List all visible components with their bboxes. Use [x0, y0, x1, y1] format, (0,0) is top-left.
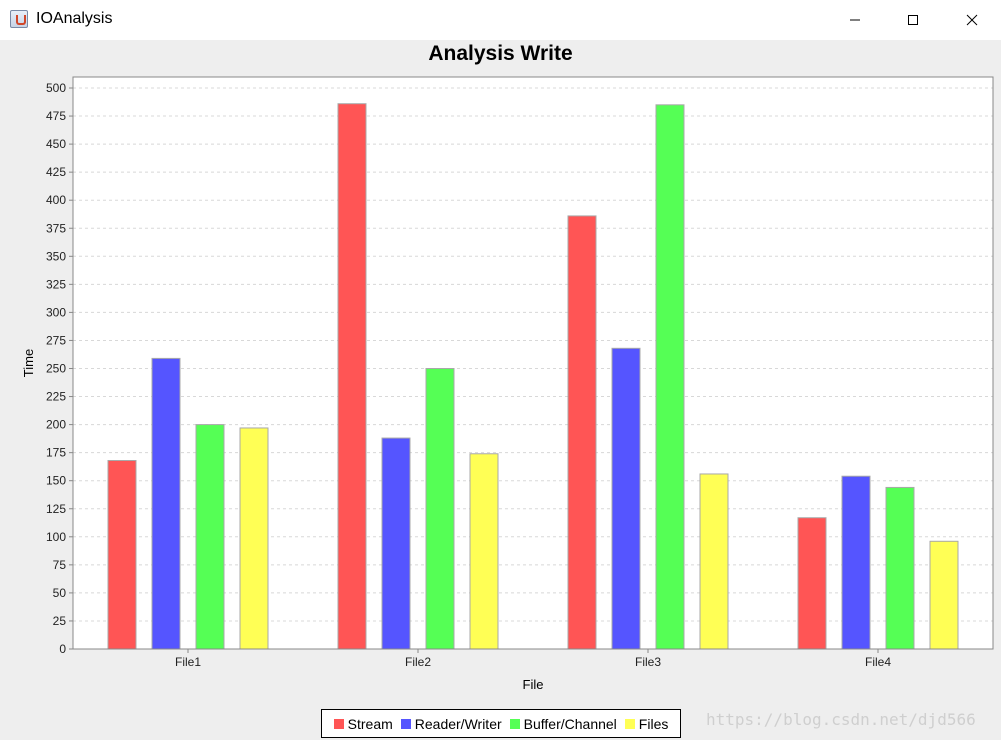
window-titlebar[interactable]: IOAnalysis: [0, 0, 1001, 40]
y-tick-label: 25: [53, 614, 67, 628]
plot-border: [72, 76, 994, 650]
bar-reader-writer-file2: [381, 437, 411, 650]
plot-area: [73, 77, 993, 649]
chart-title: Analysis Write: [428, 42, 573, 65]
legend-item: Stream: [333, 715, 393, 732]
legend-label: Reader/Writer: [414, 715, 502, 732]
maximize-icon: [908, 15, 918, 25]
y-tick-label: 175: [46, 446, 66, 460]
x-tick-label: File4: [865, 655, 891, 669]
bar-files-file3: [699, 473, 729, 650]
legend-swatch: [333, 718, 344, 729]
y-tick-label: 100: [46, 530, 66, 544]
y-tick-label: 425: [46, 165, 66, 179]
y-tick-label: 0: [59, 642, 66, 656]
y-tick-label: 325: [46, 277, 66, 291]
bar-reader-writer-file3: [611, 347, 641, 650]
bar-buffer-channel-file2: [425, 368, 455, 650]
bar-files-file2: [469, 453, 499, 650]
legend-label: Stream: [347, 715, 393, 732]
bar-files-file1: [239, 427, 269, 650]
bar-stream-file2: [337, 103, 367, 650]
bar-buffer-channel-file3: [655, 104, 685, 650]
y-tick-label: 150: [46, 474, 66, 488]
bar-stream-file3: [567, 215, 597, 650]
bar-files-file4: [929, 540, 959, 650]
x-tick-label: File2: [405, 655, 431, 669]
x-tick-label: File1: [175, 655, 201, 669]
legend-item: Files: [624, 715, 669, 732]
y-tick-label: 350: [46, 249, 66, 263]
y-tick-label: 125: [46, 502, 66, 516]
maximize-button[interactable]: [884, 0, 942, 40]
y-tick-label: 75: [53, 558, 67, 572]
y-axis-label: Time: [21, 349, 36, 377]
legend-label: Buffer/Channel: [523, 715, 617, 732]
legend-label: Files: [638, 715, 669, 732]
bar-reader-writer-file1: [151, 357, 181, 650]
y-tick-label: 275: [46, 333, 66, 347]
bar-buffer-channel-file4: [885, 486, 915, 650]
y-tick-label: 300: [46, 305, 66, 319]
y-tick-label: 225: [46, 390, 66, 404]
chart-legend: Stream Reader/Writer Buffer/Channel Files: [321, 709, 681, 738]
y-tick-label: 200: [46, 418, 66, 432]
y-tick-label: 375: [46, 221, 66, 235]
minimize-button[interactable]: [826, 0, 884, 40]
bar-stream-file1: [107, 460, 137, 650]
x-axis-label: File: [523, 677, 544, 692]
legend-item: Reader/Writer: [400, 715, 502, 732]
java-cup-icon: [10, 10, 28, 28]
y-tick-label: 50: [53, 586, 67, 600]
y-tick-label: 500: [46, 81, 66, 95]
legend-swatch: [624, 718, 635, 729]
bar-buffer-channel-file1: [195, 424, 225, 650]
bar-reader-writer-file4: [841, 475, 871, 650]
y-tick-label: 450: [46, 137, 66, 151]
x-tick-label: File3: [635, 655, 661, 669]
legend-swatch: [400, 718, 411, 729]
minimize-icon: [850, 19, 860, 21]
bar-stream-file4: [797, 517, 827, 650]
y-tick-label: 475: [46, 109, 66, 123]
close-button[interactable]: [943, 0, 1001, 40]
y-tick-label: 400: [46, 193, 66, 207]
watermark: https://blog.csdn.net/djd566: [706, 710, 976, 729]
y-tick-label: 250: [46, 362, 66, 376]
close-icon: [966, 14, 978, 26]
legend-swatch: [509, 718, 520, 729]
legend-item: Buffer/Channel: [509, 715, 617, 732]
window-title: IOAnalysis: [36, 10, 113, 27]
